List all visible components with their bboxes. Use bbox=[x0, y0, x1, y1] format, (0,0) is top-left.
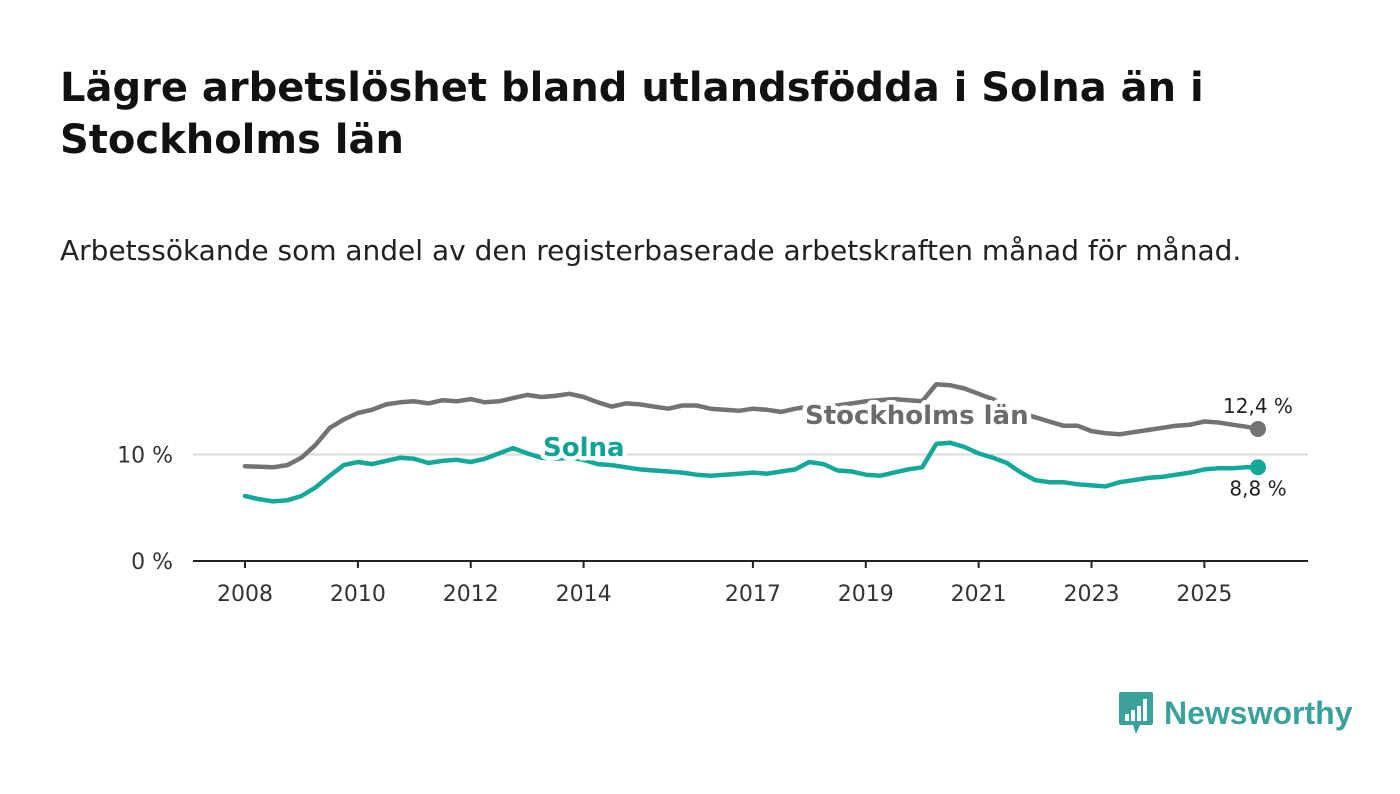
end-point-solna bbox=[1250, 459, 1266, 476]
y-tick-label: 10 % bbox=[117, 444, 173, 469]
series-label-solna: Solna bbox=[543, 433, 625, 463]
x-tick-label: 2025 bbox=[1176, 582, 1232, 607]
end-point-stockholms-lan bbox=[1250, 420, 1266, 437]
series-line-solna bbox=[242, 440, 1261, 504]
end-value-label-stockholms-lan: 12,4 % bbox=[1223, 394, 1293, 418]
series-line-stockholms-lan bbox=[242, 381, 1261, 470]
brand-logo[interactable]: Newsworthy bbox=[1118, 690, 1352, 736]
series-label-solna-halo: Solna bbox=[543, 433, 625, 463]
x-tick-label: 2012 bbox=[443, 582, 499, 607]
x-tick-label: 2010 bbox=[330, 582, 386, 607]
y-tick-label: 0 % bbox=[131, 550, 173, 575]
chart-title: Lägre arbetslöshet bland utlandsfödda i … bbox=[60, 65, 1204, 163]
series-label-stockholms-lan: Stockholms län bbox=[805, 401, 1029, 431]
x-tick-label: 2023 bbox=[1064, 582, 1120, 607]
x-tick-label: 2008 bbox=[217, 582, 273, 607]
x-tick-label: 2014 bbox=[556, 582, 612, 607]
chart-subtitle: Arbetssökande som andel av den registerb… bbox=[60, 234, 1242, 267]
x-tick-label: 2017 bbox=[725, 582, 781, 607]
newsworthy-logo-icon bbox=[1119, 692, 1153, 734]
series-label-stockholms-lan-halo: Stockholms län bbox=[805, 401, 1029, 431]
x-tick-label: 2019 bbox=[838, 582, 894, 607]
x-tick-label: 2021 bbox=[951, 582, 1007, 607]
end-value-label-solna: 8,8 % bbox=[1229, 476, 1286, 500]
brand-name: Newsworthy bbox=[1164, 694, 1353, 731]
